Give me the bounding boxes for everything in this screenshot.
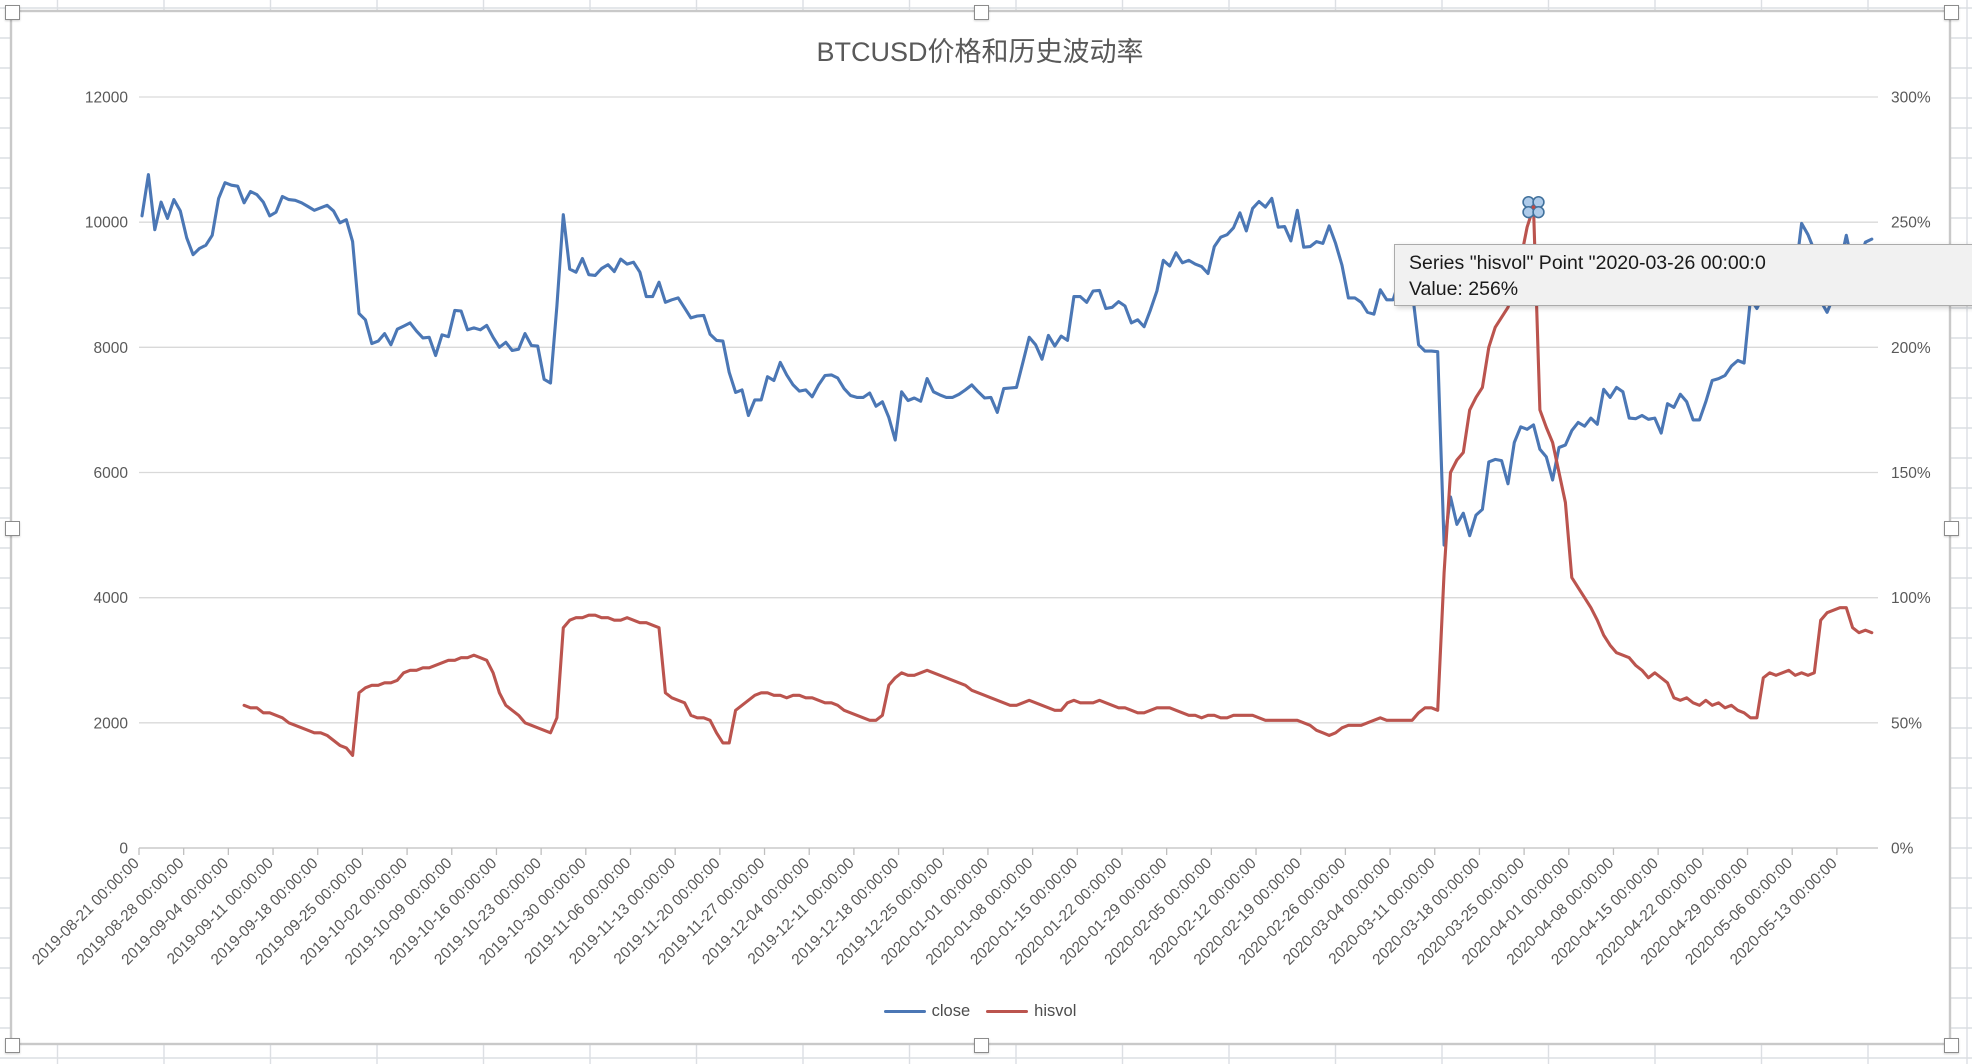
svg-text:200%: 200% <box>1891 340 1931 357</box>
selected-point-marker[interactable] <box>1522 195 1545 219</box>
selection-handle-right-middle[interactable] <box>1944 521 1959 536</box>
close-series-swatch <box>883 1009 926 1014</box>
legend-label-close: close <box>931 1002 971 1020</box>
svg-text:10000: 10000 <box>85 215 128 232</box>
hisvol-series-swatch <box>986 1009 1029 1014</box>
selection-handle-top-right[interactable] <box>1944 5 1959 20</box>
svg-text:100%: 100% <box>1891 590 1931 607</box>
tooltip-value-line: Value: 256% <box>1409 277 1519 300</box>
tooltip-series-line: Series "hisvol" Point "2020-03-26 00:00:… <box>1409 252 1766 274</box>
selection-handle-bottom-right[interactable] <box>1944 1038 1959 1053</box>
svg-text:0: 0 <box>119 841 128 858</box>
svg-text:50%: 50% <box>1891 715 1922 732</box>
selection-handle-bottom-middle[interactable] <box>974 1038 989 1053</box>
selection-handle-bottom-left[interactable] <box>5 1038 20 1053</box>
x-axis <box>138 847 1878 855</box>
legend-item-hisvol[interactable]: hisvol <box>986 1002 1076 1021</box>
legend: close hisvol <box>0 1002 1960 1021</box>
chart-title: BTCUSD价格和历史波动率 <box>816 37 1144 67</box>
svg-text:0%: 0% <box>1891 841 1914 858</box>
svg-text:12000: 12000 <box>85 90 128 107</box>
svg-text:250%: 250% <box>1891 215 1931 232</box>
y-axis-left-labels: 0 2000 4000 6000 8000 10000 12000 <box>85 90 128 858</box>
svg-text:8000: 8000 <box>94 340 129 357</box>
svg-text:4000: 4000 <box>94 590 129 607</box>
y-axis-right-labels: 0% 50% 100% 150% 200% 250% 300% <box>1891 90 1931 858</box>
close-series-line[interactable] <box>140 173 1874 547</box>
legend-item-close[interactable]: close <box>883 1002 971 1021</box>
legend-label-hisvol: hisvol <box>1034 1002 1077 1020</box>
svg-text:300%: 300% <box>1891 90 1931 107</box>
svg-text:6000: 6000 <box>94 465 129 482</box>
selection-handle-left-middle[interactable] <box>5 521 20 536</box>
selection-handle-top-left[interactable] <box>5 5 20 20</box>
hisvol-series-line[interactable] <box>242 205 1874 757</box>
datapoint-tooltip: Series "hisvol" Point "2020-03-26 00:00:… <box>1394 244 1972 306</box>
svg-text:2000: 2000 <box>94 715 129 732</box>
major-gridlines <box>139 96 1878 724</box>
svg-text:150%: 150% <box>1891 465 1931 482</box>
selection-handle-top-middle[interactable] <box>974 5 989 20</box>
chart-frame[interactable] <box>9 9 1952 1046</box>
